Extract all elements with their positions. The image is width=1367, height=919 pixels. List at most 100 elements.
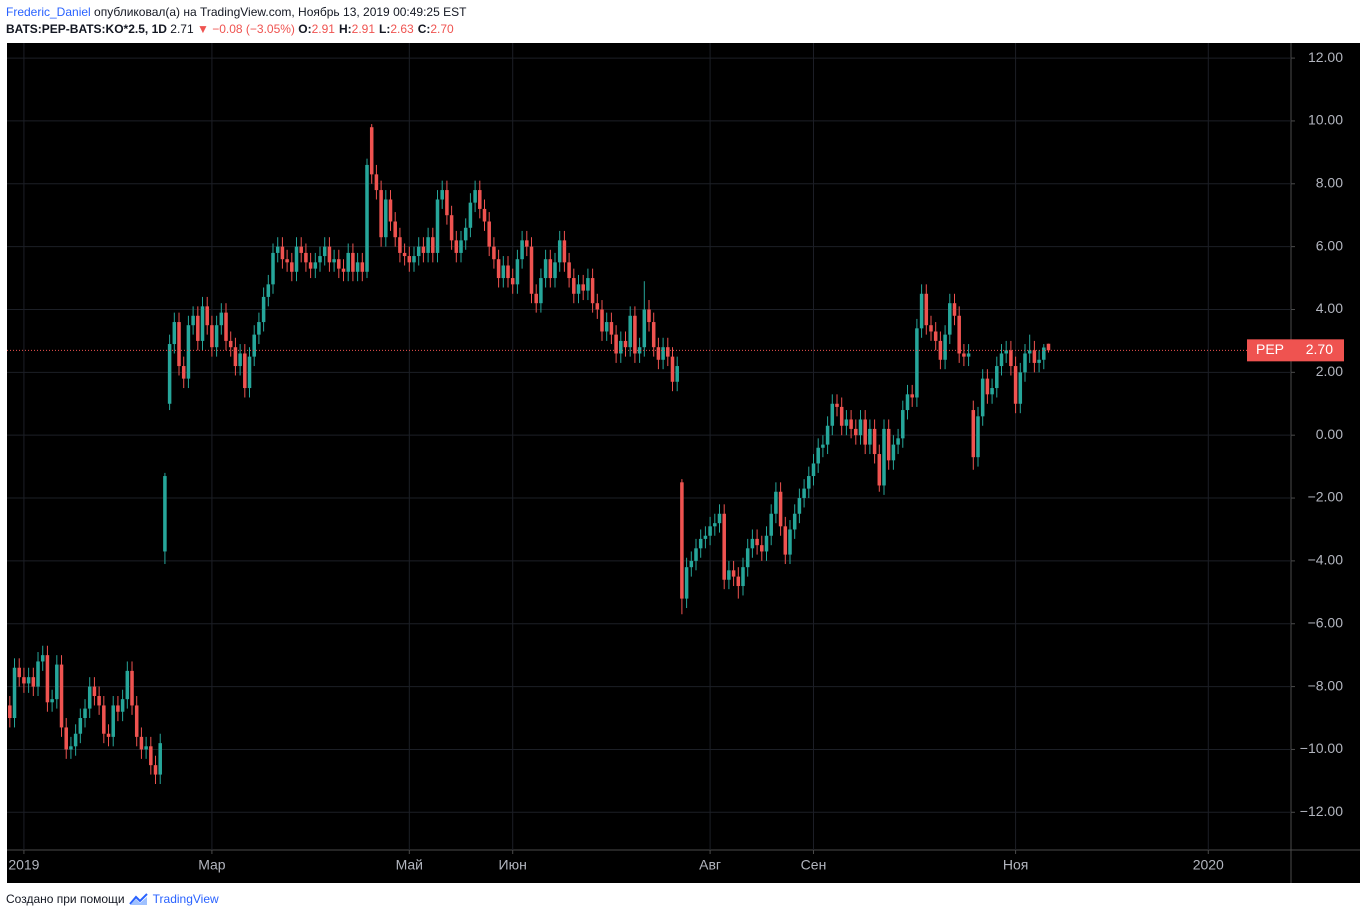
footer-brand[interactable]: TradingView <box>152 892 219 906</box>
candle-body <box>1037 359 1041 363</box>
candle-body <box>764 535 769 552</box>
ohlc: O:2.91 H:2.91 L:2.63 C:2.70 <box>298 22 457 36</box>
candle-body <box>886 428 891 461</box>
ohlc-label: C: <box>417 22 431 36</box>
candle-body <box>985 378 990 395</box>
candle-body <box>586 278 590 291</box>
candle-body <box>416 246 421 257</box>
candle-body <box>266 284 271 297</box>
candle-body <box>948 303 952 335</box>
y-tick-label: 6.00 <box>1316 237 1343 253</box>
candle-body <box>346 252 350 272</box>
candle-body <box>999 353 1004 367</box>
candle-body <box>628 315 632 348</box>
ohlc-value: 2.91 <box>311 22 335 36</box>
x-tick-label: Май <box>396 857 423 873</box>
header: Frederic_Daniel опубликовал(а) на Tradin… <box>6 4 466 38</box>
candle-body <box>332 259 336 263</box>
y-tick-label: 10.00 <box>1308 112 1343 128</box>
candle-body <box>97 696 101 706</box>
candle-body <box>590 278 595 304</box>
candle-body <box>1004 350 1008 354</box>
candle-body <box>459 240 463 253</box>
candle-body <box>261 296 266 323</box>
x-tick-label: Мар <box>198 857 226 873</box>
candle-body <box>445 190 449 216</box>
candle-body <box>567 262 571 279</box>
candle-body <box>529 246 534 294</box>
candle-body <box>506 265 510 279</box>
candle-body <box>600 309 604 332</box>
candle-body <box>995 366 999 389</box>
candle-body <box>990 388 994 395</box>
symbol: BATS:PEP-BATS:KO*2.5, 1D <box>6 22 167 36</box>
x-tick-label: Сен <box>801 857 827 873</box>
candle-body <box>1027 350 1032 354</box>
candle-body <box>482 208 487 222</box>
candle-body <box>816 447 820 464</box>
candle-body <box>196 315 200 341</box>
candle-body <box>722 513 726 580</box>
candle-body <box>163 476 167 552</box>
candle-body <box>670 356 675 382</box>
candle-body <box>271 252 275 285</box>
candle-body <box>167 344 172 404</box>
candle-body <box>228 340 233 348</box>
candle-body <box>111 705 115 737</box>
candle-body <box>619 340 623 354</box>
candle-body <box>680 482 684 599</box>
candle-body <box>915 328 919 398</box>
last-value: 2.71 <box>170 22 194 36</box>
candle-body <box>134 705 139 737</box>
candle-body <box>355 262 360 272</box>
candle-body <box>322 246 327 257</box>
price-label-value: 2.70 <box>1306 341 1333 357</box>
candle-body <box>736 576 741 587</box>
candle-body <box>304 252 308 263</box>
candle-body <box>26 677 31 684</box>
x-tick-label: Июн <box>499 857 527 873</box>
author-link[interactable]: Frederic_Daniel <box>6 5 91 19</box>
candle-body <box>318 256 322 263</box>
candle-body <box>548 259 553 279</box>
candle-body <box>384 199 388 238</box>
candle-body <box>854 428 858 436</box>
candle-body <box>952 303 957 316</box>
candle-body <box>139 736 144 750</box>
candle-body <box>478 190 482 209</box>
candle-body <box>929 325 933 332</box>
candle-body <box>337 259 341 269</box>
candle-body <box>924 293 929 326</box>
candle-body <box>971 410 976 458</box>
ohlc-label: O: <box>298 22 312 36</box>
candle-body <box>976 416 980 458</box>
candle-body <box>210 325 214 348</box>
candle-body <box>543 259 548 279</box>
candle-body <box>797 498 802 514</box>
legend-line: BATS:PEP-BATS:KO*2.5, 1D 2.71 ▼ −0.08 (−… <box>6 21 466 38</box>
candle-body <box>17 667 21 678</box>
candle-body <box>863 419 867 445</box>
ohlc-label: H: <box>338 22 352 36</box>
candle-body <box>468 202 473 228</box>
candle-body <box>525 240 529 247</box>
candle-body <box>351 252 355 272</box>
candle-body <box>299 246 303 253</box>
candle-body <box>92 686 97 697</box>
candle-body <box>473 190 477 203</box>
candle-body <box>158 743 162 775</box>
ohlc-value: 2.70 <box>430 22 454 36</box>
candle-body <box>153 765 158 775</box>
candle-body <box>125 670 130 700</box>
x-tick-label: Авг <box>699 857 721 873</box>
candle-body <box>78 718 83 734</box>
candle-body <box>144 746 148 750</box>
candle-body <box>200 306 205 341</box>
candle-body <box>807 476 811 489</box>
candle-body <box>449 215 454 241</box>
candle-body <box>703 535 708 539</box>
candle-body <box>313 262 318 269</box>
y-tick-label: −4.00 <box>1308 552 1344 568</box>
candle-body <box>116 705 120 712</box>
candle-body <box>562 240 567 263</box>
